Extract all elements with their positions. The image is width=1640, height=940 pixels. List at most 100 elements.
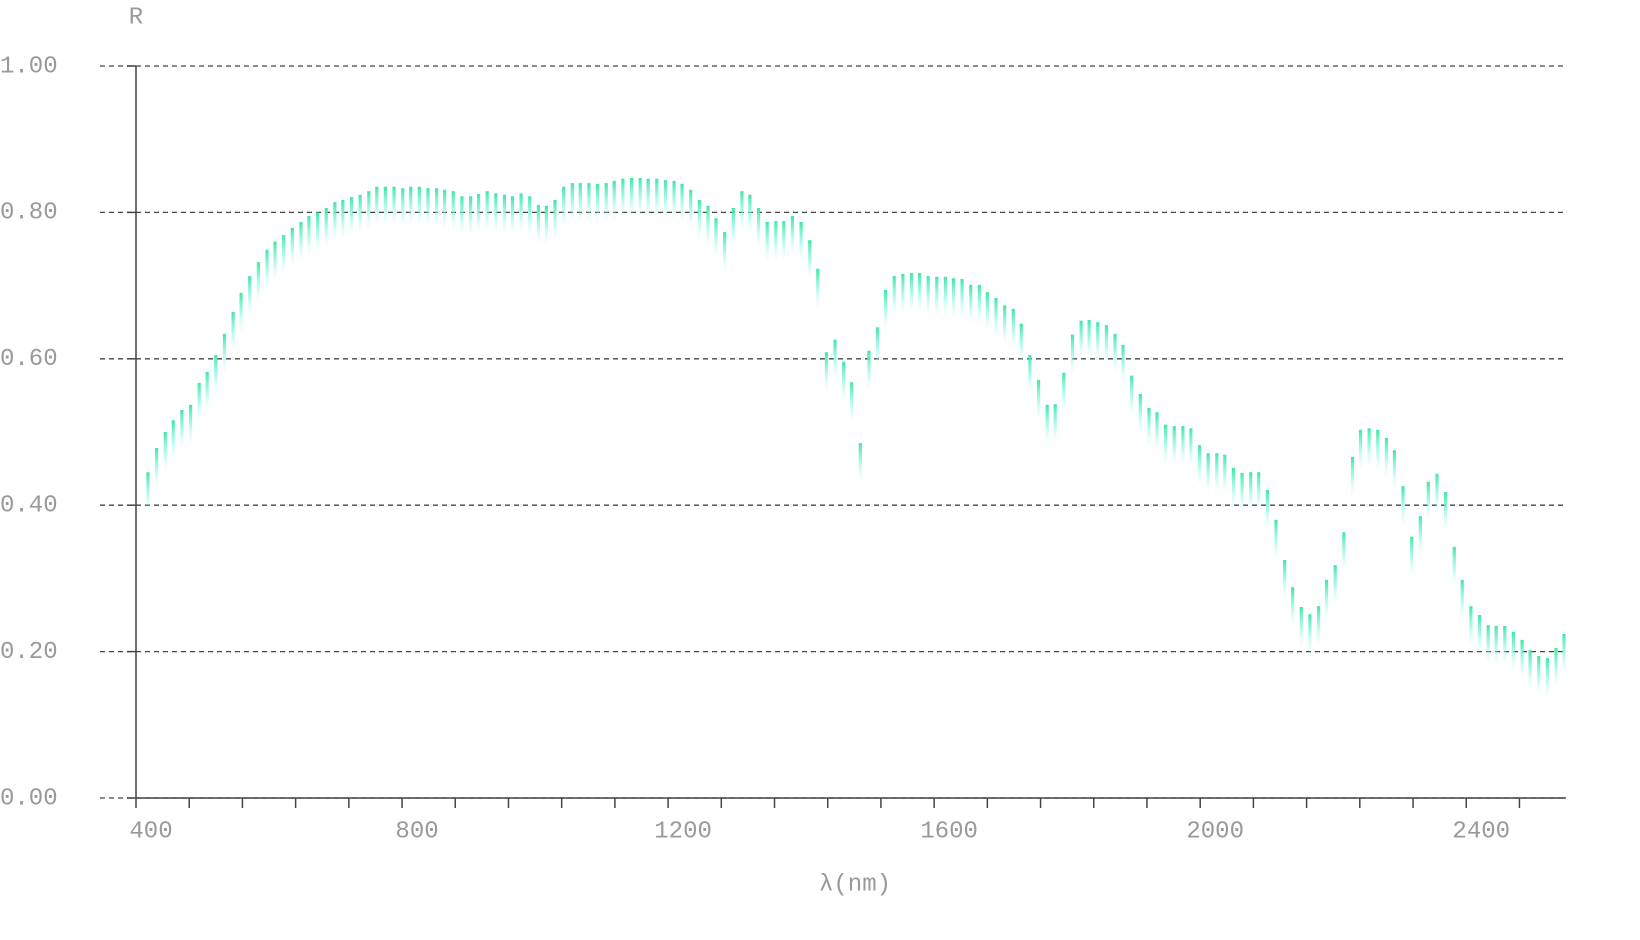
spectrum-bar — [494, 193, 498, 234]
spectrum-bar — [349, 197, 354, 238]
spectrum-bar — [324, 208, 328, 249]
spectrum-bar — [909, 273, 914, 314]
spectrum-bar — [1223, 454, 1227, 495]
spectrum-bar — [231, 311, 235, 352]
spectrum-bar — [1342, 532, 1346, 573]
spectrum-bar — [1138, 393, 1142, 434]
spectrum-bar — [1486, 625, 1490, 666]
spectrum-bar — [1545, 658, 1549, 699]
x-tick-label: 2000 — [1186, 818, 1244, 845]
spectrum-bar — [1003, 305, 1007, 346]
spectrum-bar — [663, 180, 668, 221]
x-tick-label: 1200 — [654, 818, 712, 845]
spectrum-bar — [1113, 333, 1117, 374]
x-tick-label: 1600 — [920, 818, 978, 845]
spectrum-bar — [816, 268, 820, 309]
spectrum-bar — [1418, 516, 1422, 557]
spectrum-bar — [476, 194, 481, 235]
spectrum-bar — [1104, 325, 1109, 366]
spectrum-bar — [1011, 309, 1015, 350]
y-tick-label: 0.80 — [0, 200, 58, 227]
spectrum-bar — [977, 284, 981, 325]
spectrum-bar — [1045, 404, 1049, 445]
spectrum-bar — [1291, 587, 1295, 628]
spectrum-bar — [883, 289, 888, 330]
x-tick-label: 400 — [129, 818, 172, 845]
spectrum-bar — [1435, 473, 1439, 514]
spectrum-bar — [367, 191, 371, 232]
x-tick-label: 800 — [395, 818, 438, 845]
spectrum-bar — [358, 194, 362, 235]
spectrum-bar — [994, 298, 998, 339]
spectrum-bar — [315, 212, 320, 253]
spectrum-bar — [1511, 631, 1516, 672]
spectrum-bar — [935, 276, 939, 317]
spectrum-bar — [528, 196, 532, 237]
spectrum-bar — [1240, 472, 1244, 513]
spectrum-bar — [562, 186, 566, 227]
spectrum-bar — [1333, 565, 1337, 606]
spectrum-bar — [748, 194, 752, 235]
spectrum-bar — [553, 199, 557, 240]
x-tick-label: 2400 — [1452, 818, 1510, 845]
spectrum-bar — [1130, 375, 1134, 416]
spectrum-bar — [850, 382, 854, 423]
spectrum-bar — [1283, 560, 1287, 601]
spectrum-bar — [214, 355, 218, 396]
spectrum-bar — [765, 221, 769, 262]
spectrum-bar — [443, 189, 447, 230]
spectrum-bar — [256, 262, 260, 303]
spectrum-bar — [1367, 428, 1371, 469]
spectrum-bar — [510, 196, 515, 237]
spectrum-bar — [248, 276, 252, 317]
x-axis-label: λ(nm) — [819, 871, 891, 898]
spectrum-bar — [1274, 519, 1278, 560]
spectrum-bar — [197, 382, 201, 423]
spectrum-bar — [205, 371, 209, 412]
spectrum-bar — [774, 221, 778, 262]
spectrum-bar — [1197, 445, 1202, 486]
spectrum-bar — [1019, 323, 1023, 364]
spectrum-bar — [180, 410, 184, 451]
spectrum-bar — [926, 276, 930, 317]
spectrum-bar — [307, 216, 311, 257]
spectrum-bar — [392, 186, 396, 227]
spectrum-bar — [222, 333, 227, 374]
spectrum-bar — [876, 327, 880, 368]
spectrum-bar — [451, 191, 455, 232]
spectrum-bar — [290, 227, 294, 268]
spectrum-bar — [689, 189, 693, 230]
spectrum-bar — [1172, 426, 1176, 467]
spectrum-bar — [1324, 579, 1329, 620]
y-tick-label: 0.20 — [0, 639, 58, 666]
spectrum-bar — [1401, 486, 1405, 527]
spectrum-bar — [155, 448, 159, 489]
spectrum-bar — [435, 188, 439, 229]
y-tick-label: 0.40 — [0, 493, 58, 520]
spectrum-bar — [1147, 407, 1151, 448]
spectrum-bar — [536, 205, 540, 246]
spectrum-bar — [502, 194, 507, 235]
spectrum-bar — [858, 442, 862, 483]
spectrum-bar — [417, 186, 421, 227]
spectrum-bar — [409, 186, 413, 227]
spectrum-bar — [646, 178, 650, 219]
spectrum-bar — [1494, 625, 1498, 666]
spectrum-bar — [1426, 481, 1430, 522]
spectrum-bar — [1231, 467, 1236, 508]
spectrum-bar — [544, 205, 548, 246]
spectrum-bar — [1528, 650, 1532, 691]
spectrum-bar — [951, 278, 956, 319]
spectrum-bar — [1087, 320, 1091, 361]
spectrum-bar — [1062, 372, 1066, 413]
spectrum-bar — [1537, 655, 1541, 696]
spectrum-bar — [697, 199, 701, 240]
spectrum-bar — [587, 183, 591, 224]
spectrum-bar — [570, 183, 574, 224]
spectrum-bar — [740, 191, 744, 232]
spectrum-bar — [239, 292, 243, 333]
spectrum-bar — [808, 240, 812, 281]
spectrum-bar — [917, 273, 922, 314]
spectrum-bar — [333, 202, 337, 243]
spectrum-bar — [1189, 428, 1193, 469]
